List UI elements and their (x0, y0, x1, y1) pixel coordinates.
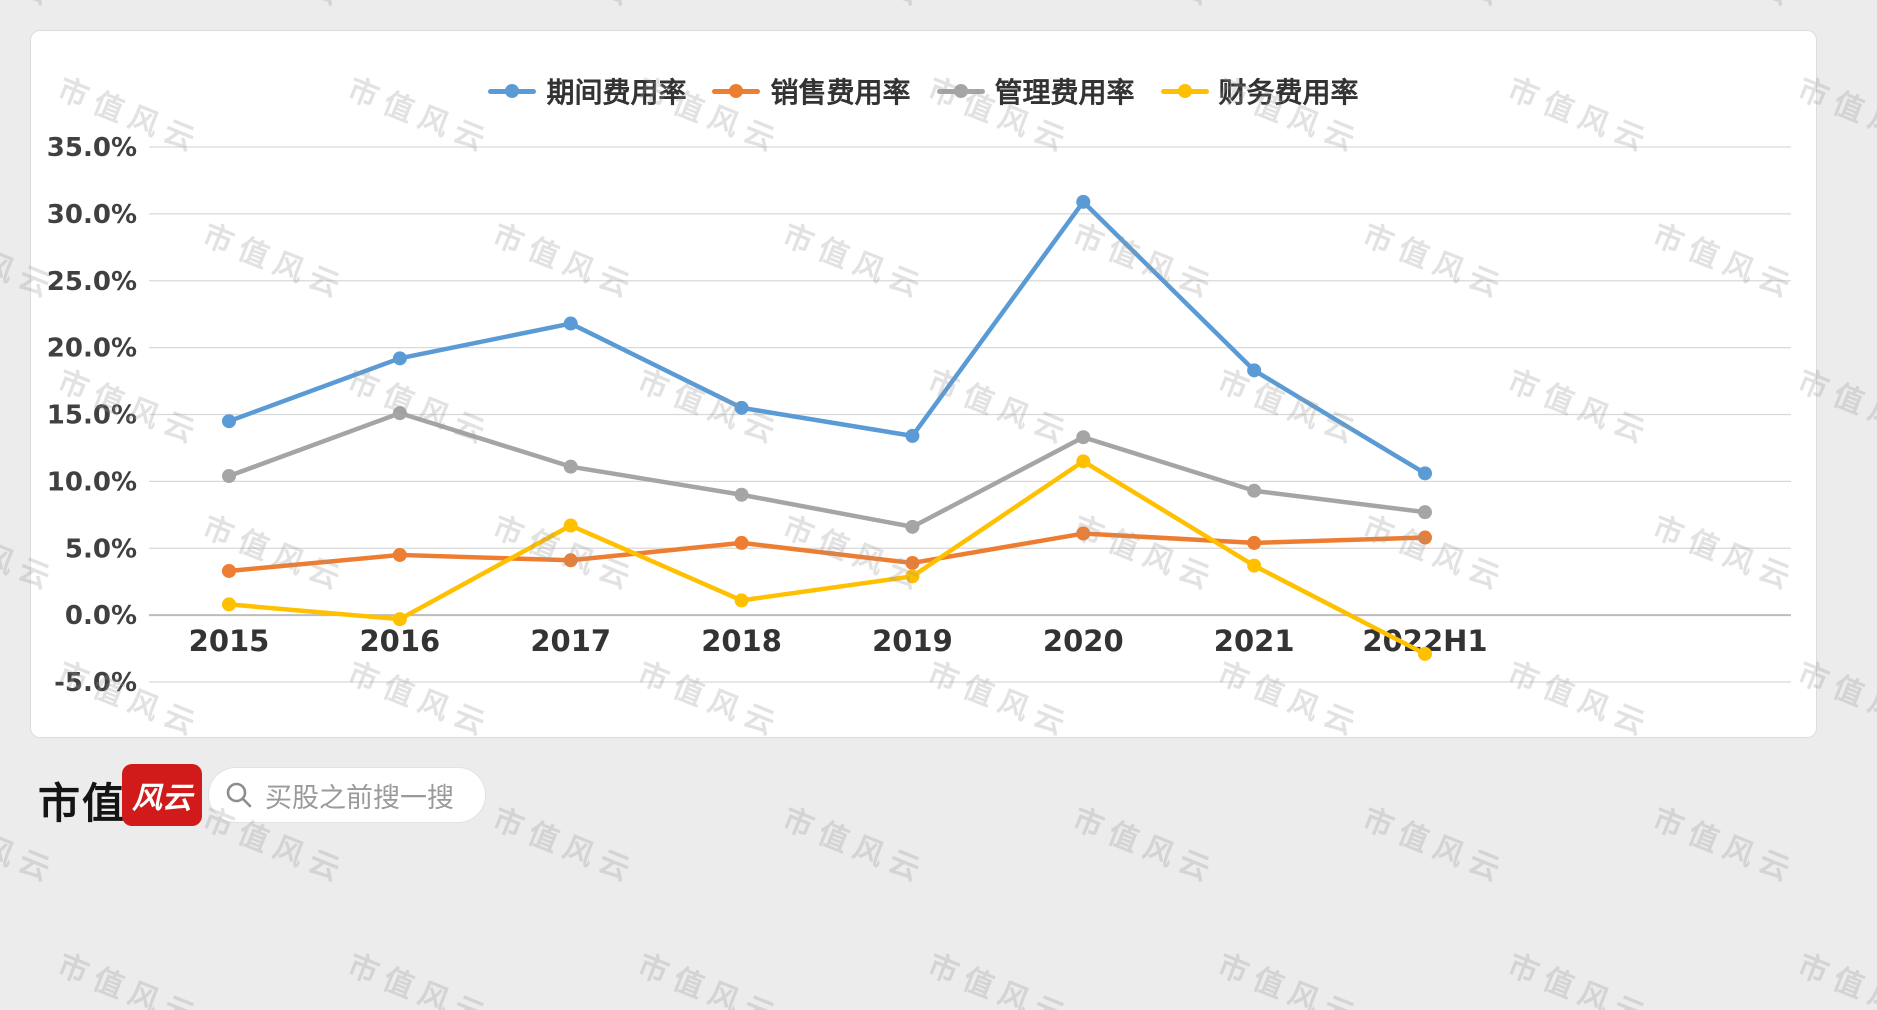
legend-item: 期间费用率 (488, 71, 686, 111)
legend-series-marker-icon (488, 83, 537, 99)
legend-label: 销售费用率 (770, 76, 911, 109)
y-axis-tick: 5.0% (65, 534, 137, 564)
brand-name: 市值 (38, 779, 127, 828)
y-axis-tick: 25.0% (47, 267, 137, 297)
data-point (905, 428, 920, 443)
watermark-text: 市值风云 (1067, 0, 1224, 16)
legend-label: 财务费用率 (1218, 76, 1359, 109)
data-point (392, 547, 407, 562)
legend-item: 销售费用率 (712, 71, 911, 111)
data-point (734, 593, 749, 608)
legend-label: 期间费用率 (546, 76, 687, 109)
data-point (1076, 430, 1091, 445)
data-point (222, 563, 236, 578)
data-point (1076, 454, 1091, 469)
data-point (392, 612, 407, 627)
watermark-text: 市值风云 (1067, 801, 1222, 891)
data-point (1247, 558, 1262, 573)
search-bar[interactable]: 买股之前搜一搜 (208, 767, 486, 823)
watermark-text: 市值风云 (1357, 801, 1512, 891)
data-point (905, 519, 920, 534)
y-axis-tick: 0.0% (65, 601, 137, 631)
x-axis-tick: 2015 (189, 624, 270, 658)
x-axis-tick: 2017 (530, 624, 611, 658)
y-axis-tick: 30.0% (47, 200, 137, 230)
watermark-text: 市值风云 (52, 947, 207, 1010)
watermark-text: 市值风云 (777, 801, 932, 891)
x-axis-tick: 2016 (359, 624, 440, 658)
chart-legend: 期间费用率 销售费用率 管理费用率 财务费用率 (31, 71, 1816, 111)
legend-label: 管理费用率 (994, 76, 1135, 109)
data-point (905, 555, 920, 570)
legend-item: 财务费用率 (1160, 71, 1359, 111)
y-axis-tick: -5.0% (54, 668, 137, 698)
data-point (563, 553, 578, 568)
watermark-text: 市值风云 (0, 0, 65, 16)
watermark-text: 市值风云 (777, 0, 934, 16)
watermark-text: 市值风云 (632, 947, 787, 1010)
data-point (563, 316, 578, 331)
data-point (1418, 466, 1432, 481)
y-axis-tick: 10.0% (47, 467, 137, 497)
watermark-text: 市值风云 (1792, 947, 1877, 1010)
data-point (1418, 530, 1432, 545)
x-axis-tick: 2018 (701, 624, 782, 658)
x-axis-tick: 2019 (872, 624, 953, 658)
legend-item: 管理费用率 (936, 71, 1135, 111)
x-axis-tick: 2020 (1043, 624, 1124, 658)
data-point (1076, 194, 1091, 209)
data-point (563, 459, 578, 474)
watermark-text: 市值风云 (487, 801, 642, 891)
series-line (226, 531, 1428, 574)
data-point (734, 487, 749, 502)
line-chart: 35.0% 30.0% 25.0% 20.0% 15.0% 10.0% 5.0% 0.0% -5… (47, 133, 1791, 698)
chart-card: 期间费用率 销售费用率 管理费用率 财务费用率 35.0% 30.0% 25.0% 20.0… (30, 30, 1817, 738)
search-icon (226, 782, 252, 808)
y-axis-tick: 15.0% (47, 401, 137, 431)
watermark-text: 市值风云 (487, 0, 644, 16)
data-point (222, 414, 236, 429)
legend-series-marker-icon (1160, 83, 1209, 99)
data-point (734, 400, 749, 415)
data-point (1247, 535, 1262, 550)
watermark-text: 市值风云 (1647, 0, 1804, 16)
x-axis-tick: 2021 (1214, 624, 1295, 658)
data-point (734, 535, 749, 550)
watermark-text: 市值风云 (1212, 947, 1367, 1010)
watermark-text: 市值风云 (1502, 947, 1657, 1010)
data-point (392, 351, 407, 366)
data-point (222, 469, 236, 484)
data-point (1418, 505, 1432, 520)
search-placeholder: 买股之前搜一搜 (265, 782, 454, 814)
watermark-text: 市值风云 (1647, 801, 1802, 891)
y-axis-tick: 20.0% (47, 334, 137, 364)
data-point (1247, 363, 1262, 378)
series-line (226, 459, 1428, 657)
watermark-text: 市值风云 (342, 947, 497, 1010)
watermark-text: 市值风云 (922, 947, 1077, 1010)
watermark-text: 市值风云 (1357, 0, 1514, 16)
data-point (905, 569, 920, 584)
data-point (1418, 646, 1432, 661)
data-point (1076, 526, 1091, 541)
brand-seal-text: 风云 (132, 781, 192, 816)
series-line (226, 410, 1428, 530)
data-point (563, 518, 578, 533)
data-point (222, 597, 236, 612)
brand-seal-logo: 风云 (122, 764, 202, 826)
watermark-text: 市值风云 (197, 0, 354, 16)
series-line (226, 199, 1428, 476)
y-axis-tick: 35.0% (47, 133, 137, 163)
data-point (1247, 483, 1262, 498)
legend-series-marker-icon (936, 83, 985, 99)
data-point (392, 406, 407, 421)
legend-series-marker-icon (712, 83, 761, 99)
